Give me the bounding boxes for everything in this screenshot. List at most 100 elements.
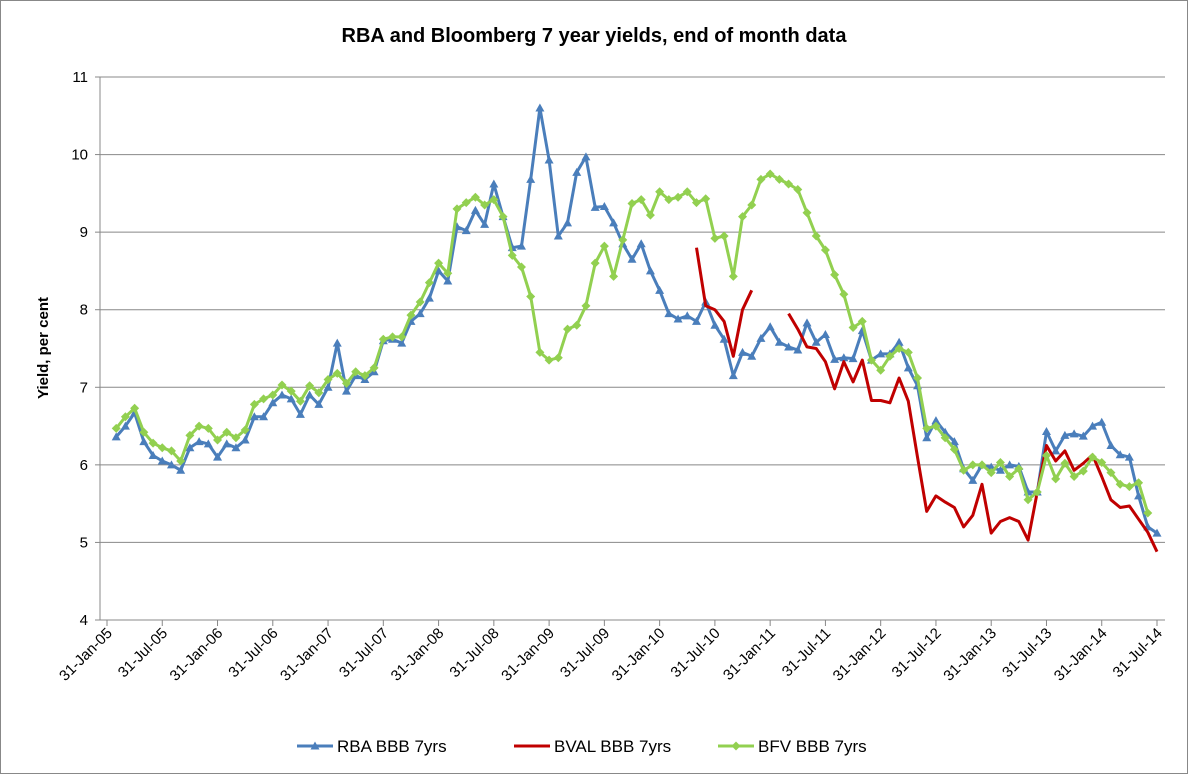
marker — [1078, 466, 1088, 476]
marker — [148, 451, 158, 460]
marker — [295, 396, 305, 406]
marker — [341, 378, 351, 388]
marker — [820, 245, 830, 255]
marker — [111, 423, 121, 433]
marker — [949, 444, 959, 454]
marker — [323, 375, 333, 385]
marker — [784, 342, 794, 351]
marker — [1023, 495, 1033, 505]
marker — [470, 205, 480, 214]
marker — [903, 347, 913, 357]
marker — [277, 390, 287, 399]
marker — [1124, 482, 1134, 492]
marker — [747, 200, 757, 210]
marker — [655, 285, 665, 294]
marker — [645, 210, 655, 220]
marker — [314, 388, 324, 398]
marker — [120, 412, 130, 422]
marker — [461, 198, 471, 208]
marker — [949, 437, 959, 446]
marker — [489, 195, 499, 205]
legend-label: RBA BBB 7yrs — [337, 737, 447, 756]
marker — [434, 258, 444, 268]
marker — [176, 456, 186, 466]
marker — [1106, 468, 1116, 478]
marker — [682, 187, 692, 197]
marker — [830, 270, 840, 280]
marker — [351, 367, 361, 377]
marker — [434, 266, 444, 275]
marker — [655, 187, 665, 197]
marker — [516, 241, 526, 250]
marker — [259, 412, 269, 421]
marker — [839, 353, 849, 362]
marker — [203, 439, 213, 448]
series-line — [787, 312, 1159, 553]
marker — [673, 314, 683, 323]
marker — [756, 333, 766, 342]
marker — [563, 324, 573, 334]
marker — [194, 421, 204, 431]
y-tick-label: 10 — [71, 147, 88, 164]
marker — [341, 386, 351, 395]
marker — [563, 218, 573, 227]
marker — [1088, 421, 1098, 430]
y-tick-label: 8 — [80, 302, 88, 319]
marker — [802, 318, 812, 327]
marker — [397, 332, 407, 342]
marker — [1115, 450, 1125, 459]
marker — [784, 179, 794, 189]
marker — [268, 398, 278, 407]
marker — [1005, 460, 1015, 469]
marker — [332, 338, 342, 347]
marker — [968, 460, 978, 470]
marker — [636, 239, 646, 248]
marker — [793, 345, 803, 354]
marker — [1014, 464, 1024, 474]
marker — [1032, 487, 1042, 497]
marker — [581, 152, 591, 161]
marker — [1134, 478, 1144, 488]
marker — [452, 204, 462, 214]
marker — [572, 320, 582, 330]
marker — [636, 195, 646, 205]
marker — [848, 354, 858, 363]
marker — [765, 322, 775, 331]
marker — [599, 202, 609, 211]
legend-label: BFV BBB 7yrs — [758, 737, 867, 756]
marker — [590, 258, 600, 268]
marker — [1088, 452, 1098, 462]
marker — [839, 289, 849, 299]
marker — [166, 460, 176, 469]
y-tick-label: 7 — [80, 379, 88, 396]
marker — [507, 250, 517, 260]
marker — [1143, 508, 1153, 518]
marker — [259, 394, 269, 404]
marker — [424, 293, 434, 302]
marker — [443, 268, 453, 278]
marker — [1069, 471, 1079, 481]
marker — [609, 218, 619, 227]
marker — [397, 338, 407, 347]
marker — [986, 468, 996, 478]
marker — [747, 351, 757, 360]
marker — [1115, 479, 1125, 489]
marker — [682, 311, 692, 320]
marker — [848, 323, 858, 333]
marker — [857, 316, 867, 326]
marker — [590, 202, 600, 211]
marker — [369, 363, 379, 373]
marker — [931, 416, 941, 425]
marker — [876, 349, 886, 358]
marker — [719, 334, 729, 343]
marker — [1041, 427, 1051, 436]
marker — [240, 435, 250, 444]
marker — [710, 320, 720, 329]
marker — [526, 292, 536, 302]
y-tick-label: 5 — [80, 534, 88, 551]
marker — [894, 337, 904, 346]
marker — [139, 427, 149, 437]
marker — [599, 241, 609, 251]
